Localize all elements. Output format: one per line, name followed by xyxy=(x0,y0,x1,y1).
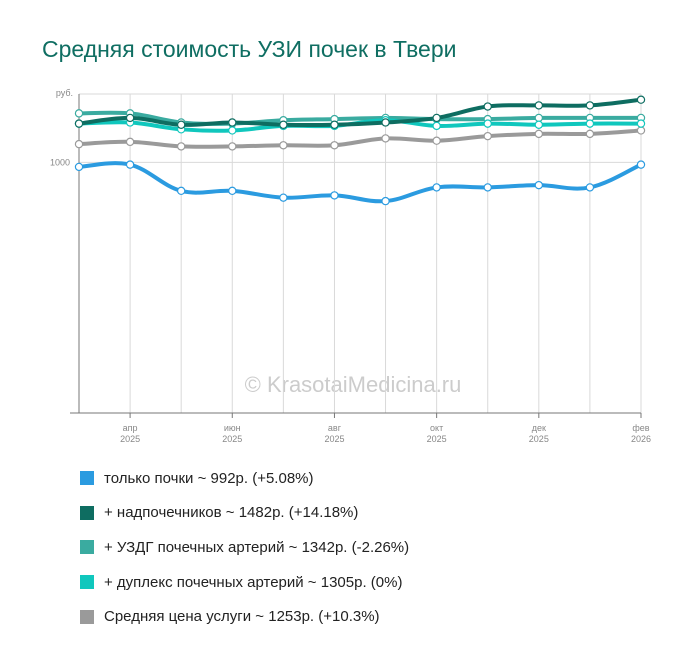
data-point xyxy=(483,102,492,111)
series-line-1 xyxy=(77,97,643,128)
series-line-2 xyxy=(77,110,643,126)
data-point xyxy=(381,118,390,127)
x-tick-month: фев xyxy=(632,423,649,433)
legend-item: + УЗДГ почечных артерий ~ 1342р. (-2.26%… xyxy=(80,530,409,565)
legend-item: + дуплекс почечных артерий ~ 1305р. (0%) xyxy=(80,565,409,600)
x-tick-year: 2025 xyxy=(324,434,344,444)
x-tick-year: 2025 xyxy=(427,434,447,444)
data-point xyxy=(534,120,544,129)
x-tick-month: дек xyxy=(532,423,546,433)
series-line-4 xyxy=(77,128,643,149)
data-point xyxy=(534,180,544,190)
legend-swatch xyxy=(80,471,94,486)
data-point xyxy=(432,136,441,145)
data-point xyxy=(636,126,646,135)
x-axis-ticks: апр2025июн2025авг2025окт2025дек2025фев20… xyxy=(120,413,651,444)
legend-swatch xyxy=(80,575,94,590)
legend-swatch xyxy=(80,505,94,520)
chart-title: Средняя стоимость УЗИ почек в Твери xyxy=(42,36,457,62)
data-point xyxy=(279,120,288,129)
legend-label: только почки ~ 992р. (+5.08%) xyxy=(104,469,314,487)
data-point xyxy=(636,119,646,128)
x-tick-year: 2026 xyxy=(631,434,651,444)
data-point xyxy=(176,120,186,129)
data-points xyxy=(74,95,646,206)
data-point xyxy=(432,183,441,192)
legend: только почки ~ 992р. (+5.08%) + надпочечн… xyxy=(80,461,409,634)
data-point xyxy=(534,101,544,110)
x-tick-year: 2025 xyxy=(222,434,242,444)
data-point xyxy=(176,142,186,151)
data-point xyxy=(74,109,84,118)
data-point xyxy=(125,160,135,169)
y-tick-label: 1000 xyxy=(50,157,70,167)
data-point xyxy=(74,119,84,128)
data-point xyxy=(330,120,339,129)
data-point xyxy=(585,129,595,139)
data-point xyxy=(330,141,339,150)
data-point xyxy=(636,160,646,169)
legend-label: + УЗДГ почечных артерий ~ 1342р. (-2.26%… xyxy=(104,538,410,556)
data-point xyxy=(483,131,492,141)
x-tick-month: июн xyxy=(224,423,241,433)
series-lines xyxy=(77,97,643,204)
legend-item: + надпочечников ~ 1482р. (+14.18%) xyxy=(80,496,409,531)
data-point xyxy=(483,119,492,128)
data-point xyxy=(279,141,288,150)
x-tick-year: 2025 xyxy=(529,434,549,444)
x-tick-year: 2025 xyxy=(120,434,140,444)
data-point xyxy=(228,118,237,127)
legend-label: + надпочечников ~ 1482р. (+14.18%) xyxy=(104,504,359,522)
data-point xyxy=(228,186,237,196)
data-point xyxy=(585,183,595,192)
data-point xyxy=(432,113,441,123)
data-point xyxy=(381,196,390,206)
legend-label: + дуплекс почечных артерий ~ 1305р. (0%) xyxy=(104,573,403,591)
y-axis-unit-label: руб. xyxy=(56,88,73,98)
data-point xyxy=(125,113,135,123)
data-point xyxy=(636,95,646,104)
data-point xyxy=(585,101,595,110)
data-point xyxy=(534,129,544,139)
data-point xyxy=(74,162,84,172)
watermark: © KrasotaiMedicina.ru xyxy=(245,372,462,397)
data-point xyxy=(483,183,492,192)
legend-item: Средняя цена услуги ~ 1253р. (+10.3%) xyxy=(80,599,409,634)
data-point xyxy=(176,186,186,196)
series-line-0 xyxy=(77,161,643,204)
legend-item: только почки ~ 992р. (+5.08%) xyxy=(80,461,409,496)
legend-swatch xyxy=(80,609,94,624)
data-point xyxy=(432,121,441,131)
data-point xyxy=(228,142,237,151)
data-point xyxy=(585,119,595,128)
data-point xyxy=(534,113,544,123)
x-tick-month: авг xyxy=(328,423,342,433)
data-point xyxy=(330,191,339,200)
x-tick-month: окт xyxy=(430,423,443,433)
grid: 1000 xyxy=(50,93,642,414)
x-tick-month: апр xyxy=(123,423,138,433)
data-point xyxy=(228,126,237,135)
data-point xyxy=(74,139,84,149)
legend-label: Средняя цена услуги ~ 1253р. (+10.3%) xyxy=(104,608,380,626)
data-point xyxy=(381,134,390,143)
data-point xyxy=(279,193,288,202)
legend-swatch xyxy=(80,540,94,555)
data-point xyxy=(125,137,135,147)
